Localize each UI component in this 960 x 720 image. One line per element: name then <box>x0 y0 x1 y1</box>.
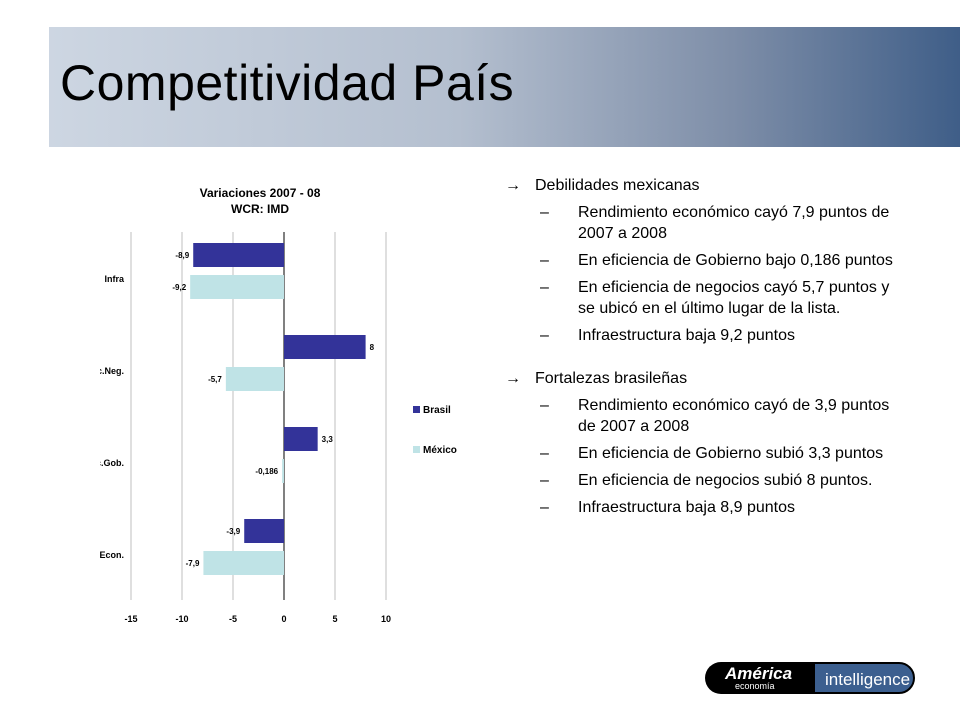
list-item-text: En eficiencia de negocios cayó 5,7 punto… <box>578 279 890 317</box>
logo-right-block: intelligence <box>813 662 915 694</box>
legend-label: Brasil <box>423 405 451 416</box>
list-item-text: Rendimiento económico cayó de 3,9 puntos… <box>578 397 890 435</box>
data-label: 3,3 <box>322 435 334 444</box>
title-banner <box>49 27 960 147</box>
list-item: – Infraestructura baja 9,2 puntos <box>505 325 905 346</box>
list-item-text: Rendimiento económico cayó 7,9 puntos de… <box>578 204 890 242</box>
section-weaknesses: → Debilidades mexicanas – Rendimiento eco… <box>505 175 905 346</box>
data-label: 8 <box>370 343 375 352</box>
legend-swatch <box>413 446 420 453</box>
dash-icon: – <box>540 397 549 414</box>
dash-icon: – <box>540 445 549 462</box>
bullet-heading: Debilidades mexicanas <box>535 177 700 194</box>
list-item: – Infraestructura baja 8,9 puntos <box>505 497 905 518</box>
chart-subtitle: WCR: IMD <box>231 202 289 216</box>
slide-title: Competitividad País <box>60 55 515 111</box>
bullet-heading: Fortalezas brasileñas <box>535 370 688 387</box>
x-tick-label: 5 <box>332 614 337 624</box>
list-item: – En eficiencia de negocios cayó 5,7 punt… <box>505 277 905 319</box>
arrow-icon: → <box>505 177 521 194</box>
list-item-text: En eficiencia de Gobierno bajo 0,186 pun… <box>578 252 893 269</box>
category-label: Rend.Econ. <box>100 550 124 560</box>
dash-icon: – <box>540 279 549 296</box>
logo-left-block: América economía <box>705 662 815 694</box>
chart-svg: Variaciones 2007 - 08 WCR: IMD Infra -8,9 -9… <box>100 186 457 624</box>
x-tick-label: -15 <box>124 614 137 624</box>
list-item: – En eficiencia de negocios subió 8 punto… <box>505 470 905 491</box>
bar-chart: Variaciones 2007 - 08 WCR: IMD Infra -8,9 -9… <box>100 175 480 630</box>
bullet-list: → Debilidades mexicanas – Rendimiento eco… <box>505 175 905 540</box>
list-item: – Rendimiento económico cayó 7,9 puntos d… <box>505 202 905 244</box>
list-item-text: Infraestructura baja 9,2 puntos <box>578 327 796 344</box>
arrow-icon: → <box>505 370 521 387</box>
dash-icon: – <box>540 499 549 516</box>
dash-icon: – <box>540 472 549 489</box>
data-label: -3,9 <box>226 527 240 536</box>
list-item-text: En eficiencia de Gobierno subió 3,3 punt… <box>578 445 884 462</box>
bar-brasil <box>193 243 284 267</box>
legend-label: México <box>423 445 457 456</box>
legend-swatch <box>413 406 420 413</box>
data-label: -8,9 <box>175 251 189 260</box>
bar-brasil <box>284 427 318 451</box>
dash-icon: – <box>540 204 549 221</box>
x-tick-label: -10 <box>175 614 188 624</box>
list-item: – Rendimiento económico cayó de 3,9 punto… <box>505 395 905 437</box>
chart-title: Variaciones 2007 - 08 <box>200 186 321 200</box>
bar-méxico <box>203 551 284 575</box>
data-label: -7,9 <box>186 559 200 568</box>
category-label: Infra <box>104 274 124 284</box>
bar-brasil <box>284 335 366 359</box>
list-item: – En eficiencia de Gobierno subió 3,3 pun… <box>505 443 905 464</box>
bar-méxico <box>190 275 284 299</box>
category-label: Efic.Neg. <box>100 366 124 376</box>
dash-icon: – <box>540 327 549 344</box>
bar-méxico <box>282 459 284 483</box>
data-label: -5,7 <box>208 375 222 384</box>
americaeconomia-logo: América economía intelligence <box>705 662 915 694</box>
bar-brasil <box>244 519 284 543</box>
x-tick-label: 0 <box>281 614 286 624</box>
bar-méxico <box>225 367 284 391</box>
dash-icon: – <box>540 252 549 269</box>
bullet-heading-row: → Fortalezas brasileñas <box>505 368 905 389</box>
bullet-heading-row: → Debilidades mexicanas <box>505 175 905 196</box>
logo-word-economia: economía <box>735 681 775 691</box>
category-label: Efic.Gob. <box>100 458 124 468</box>
list-item-text: En eficiencia de negocios subió 8 puntos… <box>578 472 873 489</box>
x-tick-label: -5 <box>229 614 237 624</box>
section-strengths: → Fortalezas brasileñas – Rendimiento eco… <box>505 368 905 518</box>
logo-word-america: América <box>725 664 793 683</box>
data-label: -9,2 <box>172 283 186 292</box>
data-label: -0,186 <box>255 467 278 476</box>
list-item: – En eficiencia de Gobierno bajo 0,186 pu… <box>505 250 905 271</box>
x-tick-label: 10 <box>381 614 391 624</box>
list-item-text: Infraestructura baja 8,9 puntos <box>578 499 796 516</box>
logo-word-intelligence: intelligence <box>825 670 911 689</box>
